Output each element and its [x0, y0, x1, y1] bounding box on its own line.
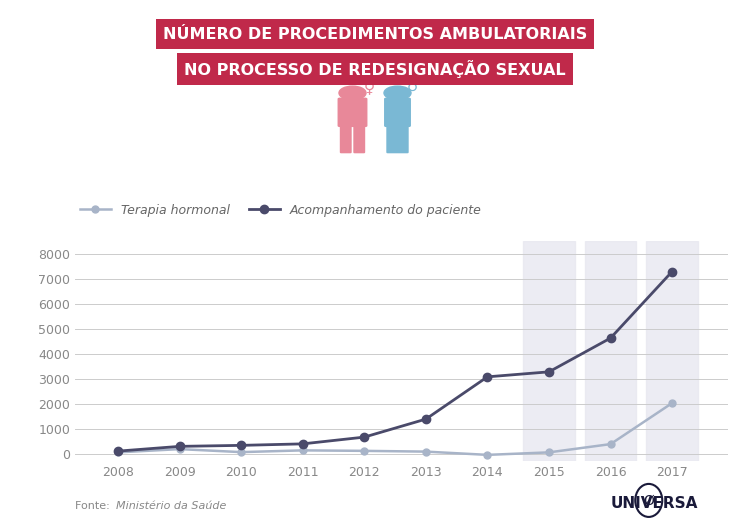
FancyBboxPatch shape	[338, 99, 367, 126]
Bar	[585, 241, 637, 461]
Bar	[524, 241, 574, 461]
Text: UNIVERSA: UNIVERSA	[610, 496, 698, 511]
Text: ♂: ♂	[407, 79, 421, 94]
FancyBboxPatch shape	[385, 99, 410, 126]
FancyBboxPatch shape	[398, 125, 408, 152]
Text: NÚMERO DE PROCEDIMENTOS AMBULATORIAIS: NÚMERO DE PROCEDIMENTOS AMBULATORIAIS	[163, 27, 587, 41]
Circle shape	[339, 86, 366, 100]
FancyBboxPatch shape	[354, 125, 364, 152]
Bar	[646, 241, 698, 461]
Text: Ø: Ø	[644, 494, 654, 507]
Legend: Terapia hormonal, Acompanhamento do paciente: Terapia hormonal, Acompanhamento do paci…	[75, 199, 487, 222]
FancyBboxPatch shape	[387, 125, 398, 152]
Text: ♀: ♀	[364, 80, 374, 95]
Text: NO PROCESSO DE REDESIGNAÇÃO SEXUAL: NO PROCESSO DE REDESIGNAÇÃO SEXUAL	[184, 60, 566, 78]
Text: Fonte:: Fonte:	[75, 501, 113, 511]
FancyBboxPatch shape	[340, 125, 351, 152]
Circle shape	[384, 86, 411, 100]
Text: Ministério da Saúde: Ministério da Saúde	[116, 501, 226, 511]
